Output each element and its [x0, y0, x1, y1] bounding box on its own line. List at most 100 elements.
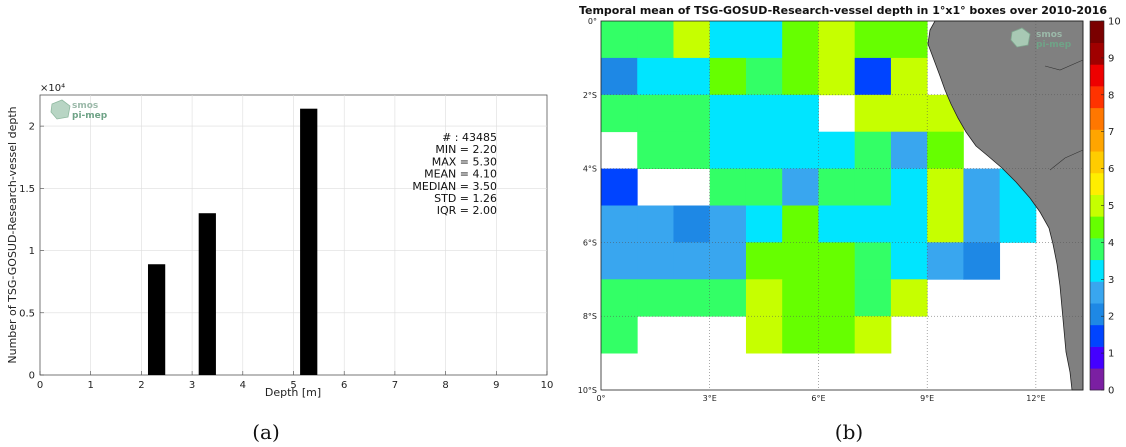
map-cell	[637, 131, 674, 169]
map-y-ticks: 0° 2°S 4°S 6°S 8°S 10°S	[578, 17, 597, 395]
map-cell	[854, 131, 892, 169]
map-cell	[890, 131, 928, 169]
map-cell	[818, 279, 856, 317]
histogram-bar	[300, 108, 318, 375]
map-cell	[601, 168, 638, 206]
histogram-x-tick-label: 6	[341, 380, 347, 391]
map-cell	[818, 242, 856, 280]
caption-a: (a)	[252, 420, 280, 444]
colorbar-tick-label: 9	[1108, 53, 1114, 64]
histogram-x-ticks: 0 1 2 3 4 5 6 7 8 9 10	[37, 371, 554, 391]
statistic-line: MEAN = 4.10	[424, 168, 497, 181]
map-x-tick-label: 12°E	[1026, 394, 1045, 403]
map-cell	[637, 205, 674, 243]
colorbar-tick-label: 7	[1108, 127, 1114, 138]
map-cell	[637, 57, 674, 96]
histogram-x-tick-label: 2	[138, 380, 144, 391]
histogram-x-tick-label: 1	[88, 380, 94, 391]
map-cell	[709, 94, 747, 133]
map-cell	[854, 21, 892, 59]
map-cell	[890, 168, 928, 206]
colorbar-segment	[1090, 194, 1104, 217]
histogram-x-tick-label: 10	[541, 380, 554, 391]
map-cell	[999, 205, 1037, 243]
map-cell	[818, 57, 856, 96]
map-y-tick-label: 8°S	[583, 312, 597, 321]
map-cell	[673, 279, 711, 317]
map-cell	[637, 94, 674, 133]
map-cell	[782, 316, 819, 354]
map-cell	[601, 94, 638, 133]
map-cell	[709, 205, 747, 243]
map-cells	[601, 21, 1037, 354]
smos-logo-map: smos pi-mep	[1010, 27, 1072, 50]
statistic-line: MAX = 5.30	[432, 155, 497, 168]
map-cell	[601, 21, 638, 59]
histogram-x-axis-label: Depth [m]	[265, 386, 321, 399]
caption-b: (b)	[835, 420, 863, 444]
map-cell	[673, 57, 711, 96]
colorbar-segment	[1090, 172, 1104, 195]
map-cell	[854, 205, 892, 243]
statistic-line: MEDIAN = 3.50	[412, 180, 497, 193]
colorbar-segment	[1090, 129, 1104, 152]
map-cell	[601, 205, 638, 243]
map-cell	[745, 94, 783, 133]
smos-logo-icon	[50, 99, 71, 120]
map-cell	[818, 316, 856, 354]
map-cell	[782, 57, 819, 96]
colorbar-tick-label: 3	[1108, 275, 1114, 286]
histogram-y-tick-label: 2	[29, 122, 35, 133]
map-cell	[673, 94, 711, 133]
map-y-tick-label: 6°S	[583, 238, 597, 247]
map-cell	[601, 316, 638, 354]
histogram-x-tick-label: 4	[240, 380, 246, 391]
map-cell	[709, 131, 747, 169]
map-cell	[927, 131, 964, 169]
map-cell	[673, 205, 711, 243]
statistic-line: MIN = 2.20	[435, 143, 497, 156]
colorbar-tick-label: 0	[1108, 386, 1114, 397]
map-cell	[854, 279, 892, 317]
map-x-tick-label: 6°E	[811, 394, 825, 403]
map-cell	[963, 168, 1001, 206]
histogram-x-tick-label: 3	[189, 380, 195, 391]
map-cell	[637, 21, 674, 59]
colorbar-tick-label: 8	[1108, 90, 1114, 101]
map-cell	[782, 168, 819, 206]
map-cell	[601, 242, 638, 280]
colorbar-segment	[1090, 281, 1104, 304]
map-cell	[963, 242, 1001, 280]
map-cell	[709, 21, 747, 59]
map-cell	[854, 316, 892, 354]
map-y-tick-label: 0°	[588, 17, 597, 26]
map-cell	[709, 57, 747, 96]
colorbar-segment	[1090, 238, 1104, 261]
map-cell	[601, 57, 638, 96]
map-cell	[818, 131, 856, 169]
map-cell	[745, 131, 783, 169]
map-cell	[637, 279, 674, 317]
map-y-tick-label: 4°S	[583, 165, 597, 174]
map-cell	[782, 131, 819, 169]
map-cell	[890, 279, 928, 317]
histogram-x-tick-label: 8	[442, 380, 448, 391]
histogram-bar	[198, 213, 216, 375]
colorbar-tick-label: 2	[1108, 312, 1114, 323]
map-cell	[745, 279, 783, 317]
colorbar-tick-label: 5	[1108, 201, 1114, 212]
histogram-x-tick-label: 9	[493, 380, 499, 391]
colorbar: 0 1 2 3 4 5 6 7 8 9 10	[1089, 17, 1121, 397]
map-x-tick-label: 9°E	[920, 394, 934, 403]
colorbar-segment	[1090, 346, 1104, 369]
colorbar-segment	[1090, 303, 1104, 326]
histogram-x-tick-label: 5	[290, 380, 296, 391]
histogram-x-tick-label: 0	[37, 380, 43, 391]
map-cell	[890, 205, 928, 243]
colorbar-tick-label: 6	[1108, 164, 1114, 175]
map-cell	[745, 168, 783, 206]
map-title: Temporal mean of TSG-GOSUD-Research-vess…	[579, 4, 1107, 17]
map-cell	[890, 242, 928, 280]
map-cell	[782, 21, 819, 59]
map-cell	[782, 279, 819, 317]
